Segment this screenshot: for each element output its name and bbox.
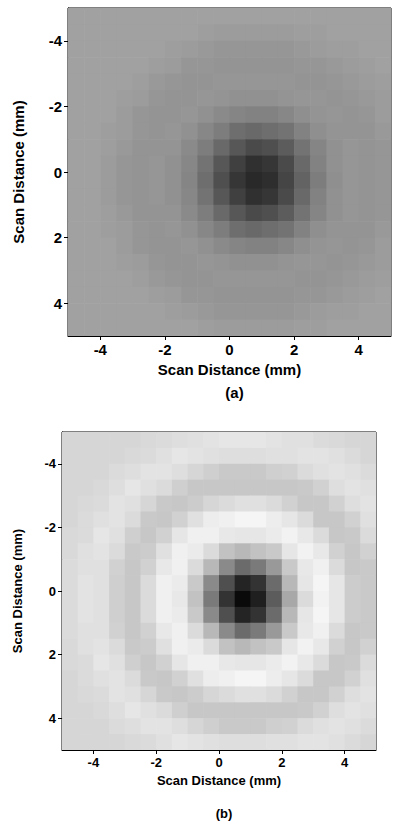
svg-text:4: 4 [49, 711, 57, 726]
svg-text:2: 2 [54, 229, 62, 246]
svg-text:Scan Distance (mm): Scan Distance (mm) [157, 773, 281, 788]
svg-text:-2: -2 [44, 520, 56, 535]
svg-text:0: 0 [54, 164, 62, 181]
svg-text:2: 2 [49, 647, 56, 662]
svg-text:-2: -2 [49, 98, 62, 115]
svg-text:-2: -2 [158, 341, 171, 358]
svg-text:(b): (b) [216, 806, 233, 821]
svg-text:-4: -4 [49, 32, 63, 49]
svg-text:-4: -4 [88, 755, 100, 770]
svg-text:2: 2 [278, 755, 285, 770]
svg-text:-2: -2 [150, 755, 162, 770]
svg-text:Scan Distance (mm): Scan Distance (mm) [158, 361, 301, 378]
svg-text:Scan Distance (mm): Scan Distance (mm) [10, 100, 27, 243]
svg-text:2: 2 [290, 341, 298, 358]
svg-text:4: 4 [54, 295, 63, 312]
svg-text:(a): (a) [225, 384, 243, 401]
svg-text:0: 0 [225, 341, 233, 358]
svg-text:-4: -4 [94, 341, 108, 358]
svg-text:0: 0 [49, 584, 56, 599]
svg-text:Scan Distance (mm): Scan Distance (mm) [10, 529, 25, 653]
svg-text:0: 0 [215, 755, 222, 770]
svg-text:-4: -4 [44, 456, 56, 471]
svg-text:4: 4 [341, 755, 349, 770]
svg-text:4: 4 [355, 341, 364, 358]
